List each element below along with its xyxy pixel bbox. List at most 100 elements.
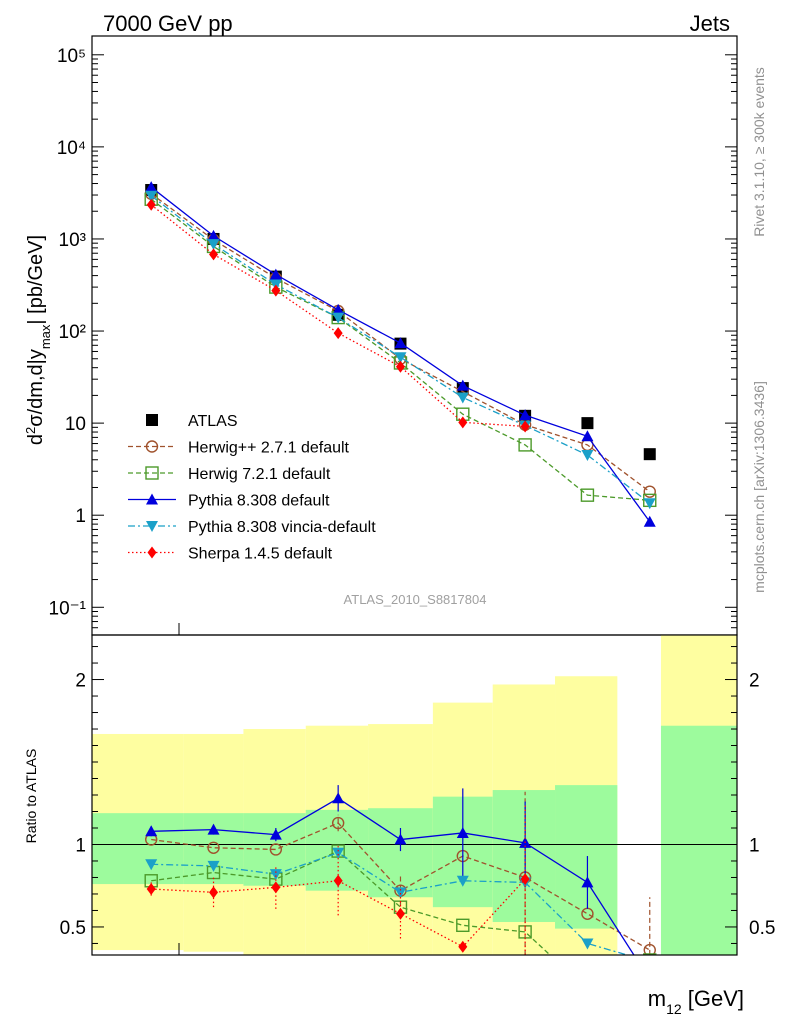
legend-label: Herwig++ 2.7.1 default xyxy=(188,440,350,457)
ratio-data-point xyxy=(581,938,594,950)
data-point xyxy=(643,515,656,527)
ratio-data-point xyxy=(269,843,283,856)
ratio-data-point xyxy=(145,859,158,871)
data-point xyxy=(271,284,281,297)
data-point xyxy=(518,438,532,452)
legend: ATLAS Herwig++ 2.7.1 default Herwig 7.2.1 … xyxy=(128,413,376,563)
y-tick-label: 10⁵ xyxy=(57,46,86,67)
ratio-y-tick-label-left: 0.5 xyxy=(60,918,86,939)
main-panel: 10⁻¹ 1 10 10² 10³ 10⁴ 10⁵ xyxy=(49,35,738,636)
ratio-data-point xyxy=(456,826,469,838)
legend-entry: Herwig++ 2.7.1 default xyxy=(128,440,350,457)
legend-label: Pythia 8.308 default xyxy=(188,493,330,510)
y-tick-label: 10³ xyxy=(59,230,86,251)
y-tick-label: 1 xyxy=(75,506,86,527)
data-point xyxy=(643,485,656,498)
ratio-data-point xyxy=(209,886,219,899)
ratio-panel: 0.5 0.5 1 1 2 2 xyxy=(60,634,775,996)
ratio-data-point xyxy=(395,907,405,920)
data-point xyxy=(394,352,407,364)
ratio-data-point xyxy=(207,823,220,835)
data-point xyxy=(207,229,220,241)
data-point xyxy=(333,327,343,340)
data-point xyxy=(145,181,158,193)
legend-label: Sherpa 1.4.5 default xyxy=(188,546,333,563)
y-tick-label: 10² xyxy=(59,322,86,343)
series-line xyxy=(150,195,651,504)
data-point xyxy=(458,416,468,429)
legend-marker xyxy=(145,466,159,480)
data-point xyxy=(456,392,469,404)
data-point xyxy=(269,268,282,280)
data-point xyxy=(394,337,407,349)
data-point xyxy=(643,498,656,510)
ratio-y-axis-label: Ratio to ATLAS xyxy=(23,749,39,844)
legend-label: Herwig 7.2.1 default xyxy=(188,466,331,483)
uncertainty-band-inner xyxy=(92,813,184,885)
ratio-data-point xyxy=(644,974,656,985)
data-point xyxy=(395,360,405,373)
ratio-y-tick-label-right: 1 xyxy=(749,835,760,856)
ratio-data-point xyxy=(333,874,343,887)
ratio-data-point xyxy=(581,876,594,888)
data-point xyxy=(519,409,532,421)
ratio-data-point xyxy=(207,841,220,854)
data-point xyxy=(146,198,156,211)
header-left-title: 7000 GeV pp xyxy=(103,11,233,36)
ratio-y-tick-label-left: 2 xyxy=(75,671,86,692)
ratio-data-point xyxy=(271,881,281,894)
y-tick-label: 10⁻¹ xyxy=(49,598,87,619)
legend-entry: Pythia 8.308 default xyxy=(128,493,330,510)
analysis-watermark: ATLAS_2010_S8817804 xyxy=(344,592,487,607)
data-point xyxy=(581,430,594,442)
side-label-top: Rivet 3.1.10, ≥ 300k events xyxy=(751,67,767,237)
legend-marker xyxy=(147,546,157,559)
data-point xyxy=(209,248,219,261)
ratio-data-point xyxy=(644,957,656,968)
ratio-data-point xyxy=(145,825,158,837)
ratio-data-point xyxy=(394,887,407,899)
uncertainty-band-inner xyxy=(555,785,618,929)
ratio-data-point xyxy=(332,847,345,859)
data-point xyxy=(332,312,345,324)
legend-label: Pythia 8.308 vincia-default xyxy=(188,519,376,536)
ratio-data-point xyxy=(456,875,469,887)
legend-entry: Herwig 7.2.1 default xyxy=(128,466,331,483)
uncertainty-band-inner xyxy=(492,790,556,923)
data-point xyxy=(145,190,158,202)
ratio-series-group xyxy=(144,785,657,996)
ratio-data-point xyxy=(332,792,345,804)
legend-entry: Pythia 8.308 vincia-default xyxy=(128,519,376,536)
legend-marker xyxy=(145,440,159,453)
x-axis-label: m12 [GeV] xyxy=(648,986,744,1017)
main-y-axis-label: d2σ/dm,d|ymax| [pb/GeV] xyxy=(23,235,53,445)
ratio-data-point xyxy=(207,860,220,872)
legend-entry: ATLAS xyxy=(146,413,238,430)
legend-marker xyxy=(146,414,158,426)
data-point xyxy=(581,450,594,462)
ratio-y-tick-label-right: 0.5 xyxy=(749,918,775,939)
ratio-data-point xyxy=(458,940,468,953)
ratio-data-point xyxy=(456,918,470,933)
data-point xyxy=(580,488,595,502)
side-label-bottom: mcplots.cern.ch [arXiv:1306.3436] xyxy=(751,381,767,593)
data-point xyxy=(643,448,656,461)
ratio-data-point xyxy=(643,943,656,955)
ratio-data-point xyxy=(146,883,156,896)
ratio-series-line xyxy=(151,850,551,955)
ratio-data-point xyxy=(581,984,593,996)
ratio-data-point xyxy=(394,833,407,845)
ratio-data-point xyxy=(643,953,657,955)
data-point xyxy=(207,239,220,251)
legend-marker xyxy=(146,493,158,505)
ratio-data-point xyxy=(520,873,530,886)
data-point xyxy=(520,420,530,433)
y-tick-label: 10 xyxy=(65,414,86,435)
ratio-y-tick-label-left: 1 xyxy=(75,835,86,856)
data-point xyxy=(581,417,594,430)
header-right-title: Jets xyxy=(690,11,730,36)
ratio-data-point xyxy=(331,816,345,830)
data-point xyxy=(456,379,469,391)
uncertainty-band-inner xyxy=(368,808,433,898)
